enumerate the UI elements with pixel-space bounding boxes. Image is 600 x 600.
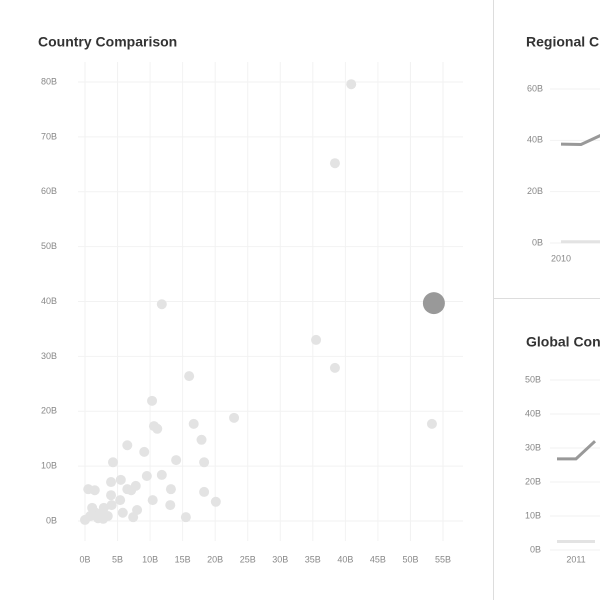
scatter-point — [156, 299, 167, 310]
x-tick-label: 0B — [79, 554, 90, 564]
scatter-point — [126, 485, 137, 496]
y-tick-label: 40B — [527, 135, 543, 145]
y-tick-label: 60B — [41, 186, 57, 196]
line-series — [560, 134, 600, 146]
scatter-point — [122, 440, 133, 451]
chart-title: Regional C — [526, 34, 599, 50]
line-series — [557, 440, 597, 461]
y-tick-label: 10B — [41, 461, 57, 471]
x-tick-label: 2010 — [551, 253, 571, 263]
x-tick-label: 25B — [240, 554, 256, 564]
chart-title: Country Comparison — [38, 34, 177, 50]
scatter-point — [210, 496, 221, 507]
scatter-point — [147, 495, 158, 506]
scatter-point — [152, 423, 163, 434]
scatter-point — [199, 486, 210, 497]
scatter-point — [115, 474, 126, 485]
scatter-point — [106, 500, 117, 511]
scatter-point — [180, 512, 191, 523]
x-tick-label: 30B — [272, 554, 288, 564]
y-tick-label: 50B — [525, 374, 541, 384]
scatter-point — [346, 79, 357, 90]
y-tick-label: 40B — [525, 408, 541, 418]
y-tick-label: 40B — [41, 296, 57, 306]
scatter-point — [329, 158, 340, 169]
highlight-point — [422, 292, 445, 315]
scatter-point — [115, 495, 126, 506]
scatter-point — [128, 512, 139, 523]
y-tick-label: 20B — [41, 406, 57, 416]
scatter-point — [188, 418, 199, 429]
y-tick-label: 20B — [525, 476, 541, 486]
y-tick-label: 60B — [527, 83, 543, 93]
y-tick-label: 50B — [41, 241, 57, 251]
y-tick-label: 70B — [41, 131, 57, 141]
x-tick-label: 10B — [142, 554, 158, 564]
x-tick-label: 45B — [370, 554, 386, 564]
scatter-point — [229, 412, 240, 423]
scatter-point — [106, 477, 117, 488]
scatter-point — [106, 490, 117, 501]
scatter-point — [89, 485, 100, 496]
chart-title: Global Con — [526, 334, 600, 350]
scatter-point — [165, 500, 176, 511]
x-tick-label: 50B — [402, 554, 418, 564]
scatter-point — [87, 502, 98, 513]
scatter-point — [165, 484, 176, 495]
x-tick-label: 15B — [175, 554, 191, 564]
x-tick-label: 55B — [435, 554, 451, 564]
y-tick-label: 20B — [527, 186, 543, 196]
scatter-point — [171, 455, 182, 466]
scatter-point — [141, 471, 152, 482]
y-tick-label: 0B — [530, 544, 541, 554]
scatter-point — [139, 446, 150, 457]
x-tick-label: 40B — [337, 554, 353, 564]
scatter-point — [199, 457, 210, 468]
y-tick-label: 30B — [41, 351, 57, 361]
scatter-point — [98, 502, 109, 513]
scatter-point — [311, 334, 322, 345]
scatter-point — [147, 395, 158, 406]
scatter-point — [117, 507, 128, 518]
x-tick-label: 20B — [207, 554, 223, 564]
y-tick-label: 30B — [525, 442, 541, 452]
y-tick-label: 0B — [46, 515, 57, 525]
scatter-point — [329, 362, 340, 373]
scatter-point — [156, 469, 167, 480]
x-tick-label: 35B — [305, 554, 321, 564]
scatter-point — [107, 457, 118, 468]
y-tick-label: 10B — [525, 510, 541, 520]
scatter-point — [196, 434, 207, 445]
x-tick-label: 2011 — [566, 554, 585, 564]
y-tick-label: 0B — [532, 237, 543, 247]
scatter-point — [426, 418, 437, 429]
scatter-point — [184, 371, 195, 382]
scatter-point — [98, 513, 109, 524]
y-tick-label: 80B — [41, 76, 57, 86]
x-tick-label: 5B — [112, 554, 123, 564]
